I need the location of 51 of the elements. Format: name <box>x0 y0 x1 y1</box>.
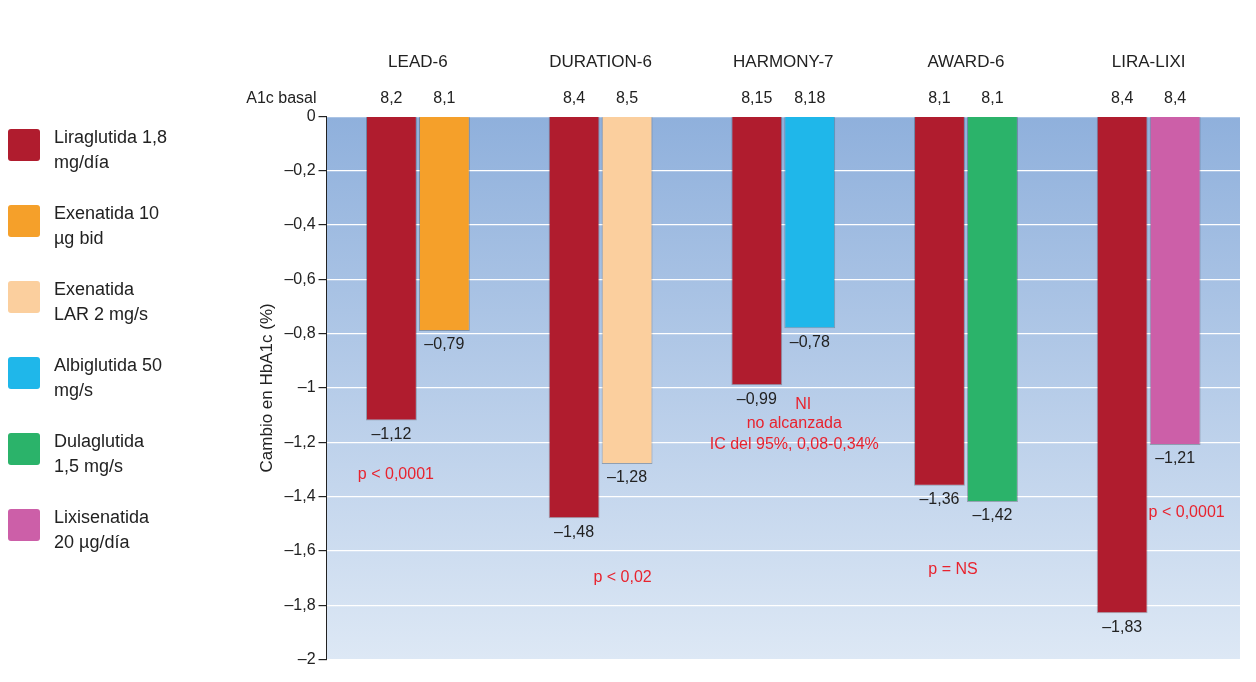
text: 8,18 <box>794 88 826 106</box>
data-label: –1,36 <box>919 490 960 508</box>
data-label: –1,83 <box>1102 617 1143 635</box>
annotation: p = NS <box>928 560 978 578</box>
y-tick-label: –0,4 <box>284 215 316 233</box>
annotation: p < 0,0001 <box>1148 503 1225 521</box>
legend-label: Dulaglutida 1,5 mg/s <box>54 430 146 478</box>
y-tick-label: –1,8 <box>284 595 316 613</box>
x-tick-label: LIRA-LIXI <box>1111 51 1186 71</box>
x-tick-label: AWARD-6 <box>927 51 1005 71</box>
x-tick-label: HARMONY-7 <box>733 51 834 71</box>
text: 8,4 <box>562 88 586 106</box>
legend-label: Exenatida 10 µg bid <box>54 202 161 250</box>
data-label: –0,99 <box>736 389 777 407</box>
y-tick-label: 0 <box>306 106 316 124</box>
text: 8,2 <box>380 88 403 106</box>
data-label: –1,48 <box>554 522 595 540</box>
data-label: –0,79 <box>424 335 465 353</box>
y-tick-label: –1,2 <box>284 432 316 450</box>
annotation: no alcanzada <box>746 413 842 431</box>
data-label: –1,42 <box>972 506 1013 524</box>
legend-label: Lixisenatida 20 µg/día <box>54 506 151 554</box>
y-tick-label: –1 <box>297 378 316 396</box>
legend-label: Albiglutida 50 mg/s <box>54 354 164 402</box>
x-tick-label: LEAD-6 <box>388 51 448 71</box>
text: 8,4 <box>1111 88 1134 106</box>
data-label: –1,12 <box>371 424 412 442</box>
annotation: p < 0,0001 <box>357 465 435 483</box>
annotation: NI <box>795 394 812 412</box>
y-tick-label: –0,8 <box>284 324 316 342</box>
data-label: –1,21 <box>1155 449 1196 467</box>
text: 8,5 <box>615 88 639 106</box>
annotation: IC del 95%, 0,08-0,34% <box>709 435 879 453</box>
text: 8,1 <box>928 88 951 106</box>
text: 8,4 <box>1164 88 1187 106</box>
text: 8,1 <box>433 88 456 106</box>
y-tick-label: –2 <box>297 649 316 667</box>
text: A1c basal <box>246 88 317 106</box>
y-tick-label: –1,4 <box>284 486 316 504</box>
text: 8,15 <box>741 88 773 106</box>
data-label: –1,28 <box>607 468 648 486</box>
x-tick-label: DURATION-6 <box>549 51 652 71</box>
y-axis-title: Cambio en HbA1c (%) <box>256 303 276 473</box>
y-tick-label: –0,2 <box>284 161 316 179</box>
legend-label: Exenatida LAR 2 mg/s <box>54 278 150 326</box>
y-tick-label: –0,6 <box>284 269 316 287</box>
y-tick-label: –1,6 <box>284 541 316 559</box>
annotation: p < 0,02 <box>593 568 652 586</box>
text: 8,1 <box>981 88 1004 106</box>
data-label: –0,78 <box>789 332 830 350</box>
legend-label: Liraglutida 1,8 mg/día <box>54 126 169 174</box>
